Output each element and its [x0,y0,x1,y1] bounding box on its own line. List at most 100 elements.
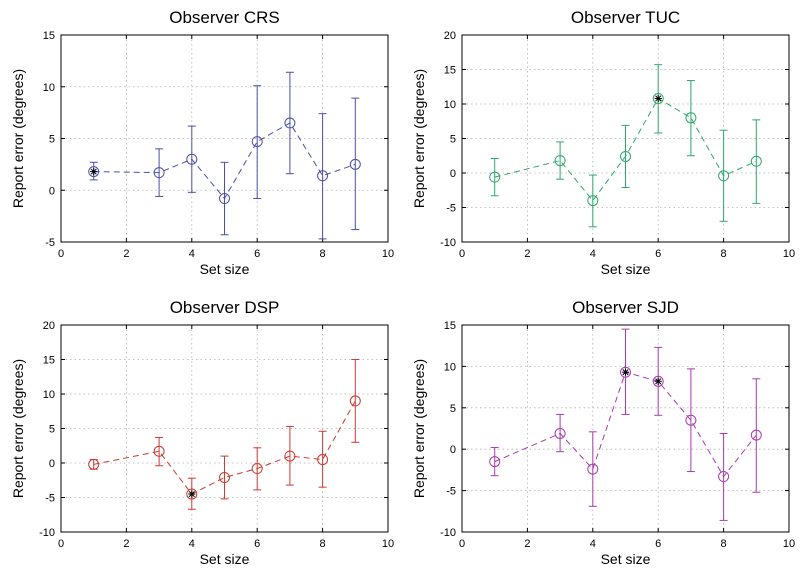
data-point [620,150,631,162]
x-tick-label: 2 [524,248,530,260]
y-axis-label: Report error (degrees) [411,359,427,498]
data-point [750,155,762,167]
series-line [494,371,757,478]
x-tick-label: 2 [123,248,129,260]
x-tick-label: 2 [524,538,530,550]
x-axis-label: Set size [601,551,651,567]
data-point [652,92,664,104]
y-tick-label: 0 [49,458,55,470]
data-point [153,445,165,457]
x-tick-label: 4 [189,248,195,260]
x-tick-label: 0 [459,538,465,550]
series-line [93,122,356,200]
x-axis-label: Set size [200,261,250,277]
data-point [489,171,501,183]
data-point [186,488,198,500]
data-point [554,427,566,439]
y-tick-label: 15 [43,355,55,367]
x-tick-label: 6 [655,538,661,550]
data-point [685,112,697,124]
y-tick-label: -10 [440,527,456,539]
significance-star-marker [621,368,630,376]
x-tick-label: 10 [382,538,394,550]
data-point [284,117,296,129]
x-tick-label: 0 [459,248,465,260]
data-point [284,450,296,462]
x-tick-label: 4 [590,538,596,550]
data-point [219,471,230,483]
y-tick-label: -5 [45,237,55,249]
star-stroke [622,369,629,376]
y-tick-label: 5 [49,424,55,436]
x-tick-label: 0 [58,248,64,260]
data-point [88,458,100,470]
significance-star-marker [654,94,662,103]
y-axis-label: Report error (degrees) [10,69,26,208]
plot-frame [461,324,790,533]
data-point [489,456,501,468]
x-tick-label: 10 [783,538,795,550]
x-tick-label: 8 [320,248,326,260]
data-point [186,153,198,165]
star-stroke [655,95,662,102]
chart-panel: 0 2 4 6 8 10 -10 -5 0 5 10 15 20 Observer TUC Set size… [411,8,795,277]
data-point [251,136,263,148]
x-axis-label: Set size [601,261,651,277]
data-point [554,155,566,167]
y-tick-label: -10 [440,237,456,249]
data-point [251,463,263,475]
x-tick-label: 4 [590,248,596,260]
x-tick-label: 8 [721,248,727,260]
y-tick-label: 5 [49,134,55,146]
significance-star-marker [654,377,662,385]
x-tick-label: 0 [58,538,64,550]
y-axis-label: Report error (degrees) [411,69,427,208]
y-tick-label: 5 [450,134,456,146]
y-tick-label: 20 [444,30,456,42]
y-tick-label: 15 [444,320,456,332]
y-tick-label: 10 [444,361,456,373]
data-point [317,454,329,466]
x-tick-label: 8 [721,538,727,550]
x-tick-label: 2 [123,538,129,550]
x-tick-label: 10 [382,248,394,260]
y-tick-label: 0 [450,444,456,456]
x-tick-label: 8 [320,538,326,550]
star-stroke [655,378,662,385]
chart-title: Observer TUC [571,8,680,27]
y-tick-label: 10 [43,82,55,94]
data-point [685,414,697,426]
data-point [620,366,631,378]
data-point [718,170,730,182]
y-tick-label: -10 [39,527,55,539]
chart-title: Observer SJD [572,298,679,317]
data-point [219,193,230,205]
data-point [652,375,664,387]
y-tick-label: -5 [446,203,456,215]
y-tick-label: 5 [450,403,456,415]
data-point [587,463,599,475]
y-tick-label: 10 [43,389,55,401]
x-axis-label: Set size [200,551,250,567]
y-tick-label: -5 [446,486,456,498]
y-tick-label: 0 [450,168,456,180]
significance-star-marker [90,168,98,176]
x-tick-label: 4 [189,538,195,550]
chart-panel: 0 2 4 6 8 10 -10 -5 0 5 10 15 20 Observer DSP Set size… [10,298,394,567]
series-line [494,97,757,202]
star-stroke [90,168,97,175]
chart-panel: 0 2 4 6 8 10 -10 -5 0 5 10 15 Observer SJD Set size Re… [411,298,795,567]
star-stroke [188,490,195,498]
chart-title: Observer CRS [169,8,280,27]
y-tick-label: -5 [45,493,55,505]
significance-star-marker [188,490,196,498]
data-point [587,195,599,207]
y-axis-label: Report error (degrees) [10,359,26,498]
chart-title: Observer DSP [170,298,280,317]
x-tick-label: 6 [655,248,661,260]
data-point [153,167,165,179]
data-point [88,166,100,178]
